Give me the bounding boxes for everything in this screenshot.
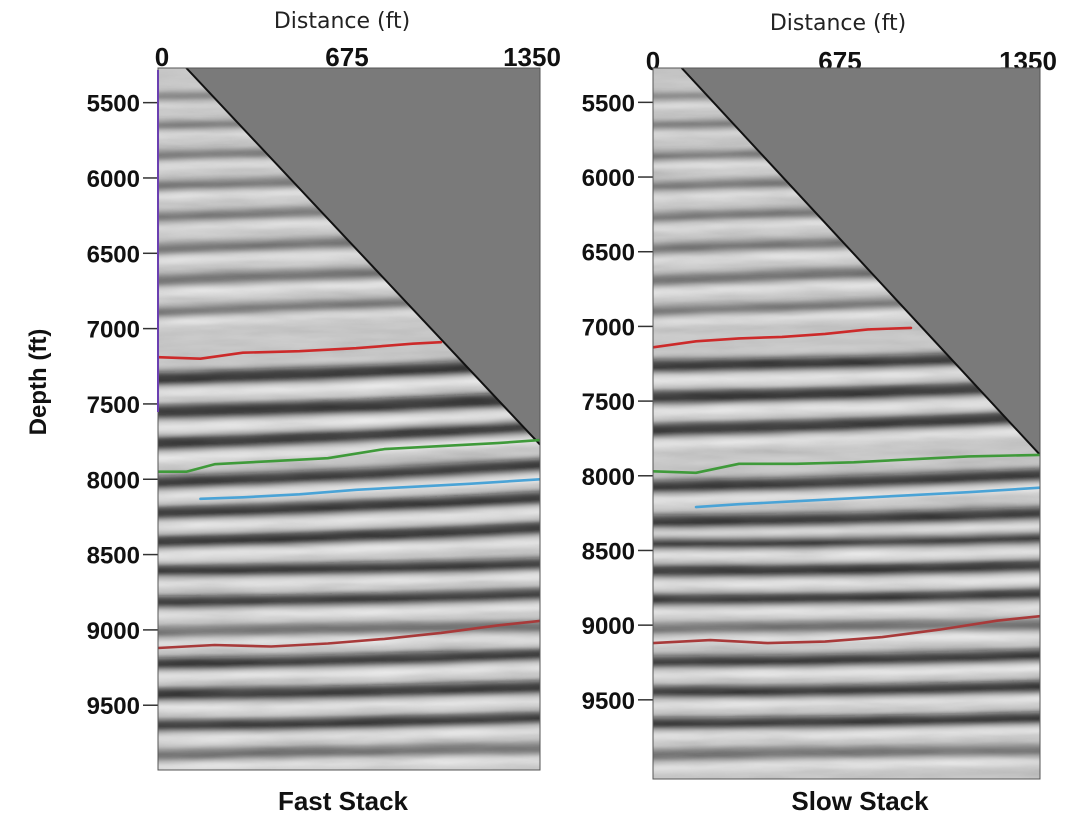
y-tick-label: 6000 bbox=[582, 165, 635, 192]
y-tick-label: 9000 bbox=[87, 618, 140, 645]
panel-title: Slow Stack bbox=[791, 786, 929, 816]
y-tick-label: 9000 bbox=[582, 613, 635, 640]
plot-frame bbox=[652, 67, 1041, 780]
horizon-line-deep-red bbox=[158, 619, 540, 650]
y-tick-label: 7500 bbox=[582, 389, 635, 416]
horizon-line-blue bbox=[694, 486, 1040, 509]
y-tick-label: 6000 bbox=[87, 166, 140, 193]
x-axis-title: Distance (ft) bbox=[770, 11, 906, 36]
y-tick-label: 7000 bbox=[582, 314, 635, 341]
y-tick-label: 7500 bbox=[87, 392, 140, 419]
horizon-line-red bbox=[653, 326, 913, 349]
horizon-line-red bbox=[158, 340, 443, 361]
x-tick-label: 675 bbox=[325, 42, 368, 72]
y-tick-label: 6500 bbox=[87, 241, 140, 268]
seismic-image bbox=[653, 68, 1040, 779]
y-axis-ticks: 5500 6000 6500 7000 7500 8000 8500 9000 … bbox=[87, 91, 158, 720]
y-axis-ticks: 5500 6000 6500 7000 7500 8000 8500 9000 … bbox=[582, 90, 653, 715]
panel-slow-stack: Distance (ft) 0 675 1350 5500 6000 6500 … bbox=[582, 11, 1057, 816]
panel-title: Fast Stack bbox=[278, 786, 409, 816]
wedge-edge bbox=[185, 68, 540, 446]
horizon-line-blue bbox=[199, 477, 540, 501]
x-tick-label: 0 bbox=[155, 42, 169, 72]
y-tick-label: 5500 bbox=[87, 91, 140, 118]
y-tick-label: 9500 bbox=[582, 688, 635, 715]
x-tick-label: 1350 bbox=[503, 42, 561, 72]
wedge-edge bbox=[680, 68, 1040, 456]
horizon-line-green bbox=[158, 438, 540, 474]
y-tick-label: 8500 bbox=[582, 538, 635, 565]
y-tick-label: 8500 bbox=[87, 543, 140, 570]
y-tick-label: 8000 bbox=[582, 464, 635, 491]
y-tick-label: 5500 bbox=[582, 90, 635, 117]
x-axis-title: Distance (ft) bbox=[274, 9, 410, 34]
horizon-line-deep-red bbox=[653, 614, 1040, 645]
y-tick-label: 9500 bbox=[87, 693, 140, 720]
panel-fast-stack: Distance (ft) 0 675 1350 5500 6000 6500 … bbox=[87, 9, 561, 816]
seismic-image bbox=[158, 68, 540, 770]
y-axis-label: Depth (ft) bbox=[25, 329, 52, 436]
horizon-line-green bbox=[653, 453, 1040, 475]
y-tick-label: 8000 bbox=[87, 467, 140, 494]
plot-frame bbox=[157, 67, 541, 771]
y-tick-label: 6500 bbox=[582, 240, 635, 267]
y-tick-label: 7000 bbox=[87, 317, 140, 344]
